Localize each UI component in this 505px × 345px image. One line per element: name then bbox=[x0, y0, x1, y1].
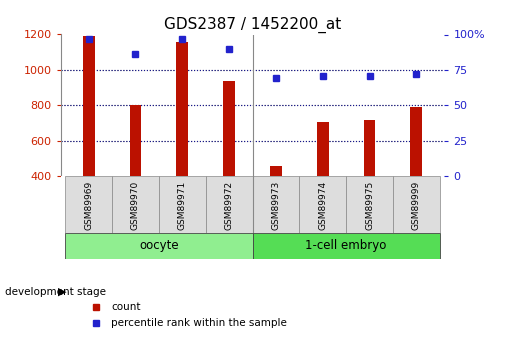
Bar bbox=[346, 176, 393, 233]
Text: 1-cell embryo: 1-cell embryo bbox=[306, 239, 387, 252]
Bar bbox=[299, 176, 346, 233]
Text: GSM89975: GSM89975 bbox=[365, 181, 374, 230]
Bar bbox=[393, 176, 440, 233]
Bar bbox=[317, 122, 329, 176]
Title: GDS2387 / 1452200_at: GDS2387 / 1452200_at bbox=[164, 17, 341, 33]
Bar bbox=[65, 233, 252, 259]
Text: GSM89971: GSM89971 bbox=[178, 181, 187, 230]
Bar bbox=[252, 176, 299, 233]
Bar bbox=[411, 107, 422, 176]
Bar bbox=[112, 176, 159, 233]
Text: GSM89973: GSM89973 bbox=[271, 181, 280, 230]
Text: GSM89974: GSM89974 bbox=[318, 181, 327, 230]
Bar bbox=[159, 176, 206, 233]
Bar bbox=[252, 233, 440, 259]
Bar bbox=[364, 120, 375, 176]
Text: oocyte: oocyte bbox=[139, 239, 179, 252]
Text: GSM89972: GSM89972 bbox=[225, 181, 234, 230]
Bar bbox=[270, 166, 282, 176]
Bar bbox=[206, 176, 252, 233]
Bar bbox=[223, 81, 235, 176]
Text: development stage: development stage bbox=[5, 287, 106, 296]
Bar bbox=[65, 176, 112, 233]
Bar bbox=[176, 42, 188, 176]
Text: count: count bbox=[111, 302, 140, 312]
Bar bbox=[130, 105, 141, 176]
Text: GSM89969: GSM89969 bbox=[84, 181, 93, 230]
Text: percentile rank within the sample: percentile rank within the sample bbox=[111, 318, 287, 327]
Text: GSM89999: GSM89999 bbox=[412, 181, 421, 230]
Text: GSM89970: GSM89970 bbox=[131, 181, 140, 230]
Bar bbox=[83, 36, 94, 176]
Text: ▶: ▶ bbox=[58, 287, 67, 296]
